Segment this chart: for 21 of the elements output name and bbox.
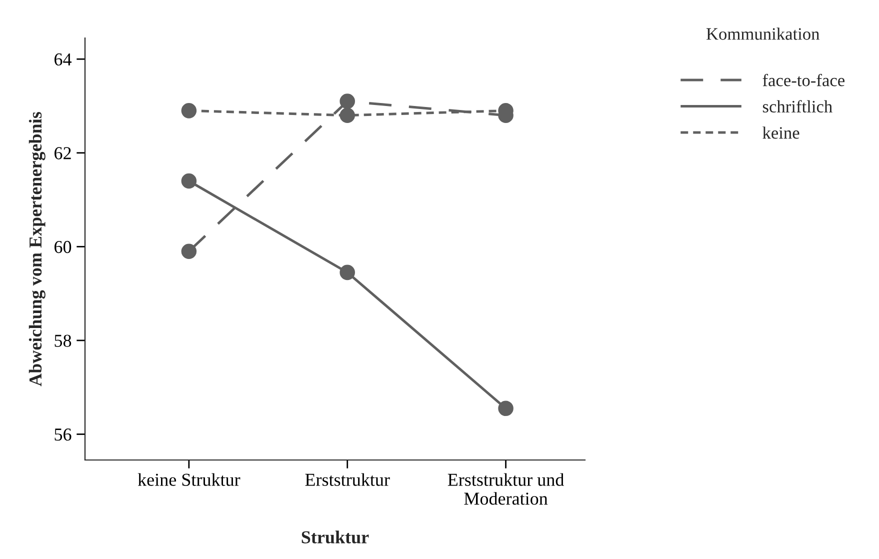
legend-title: Kommunikation	[706, 28, 820, 40]
y-axis-title: Abweichung vom Expertenergebnis	[28, 112, 46, 386]
point	[340, 94, 355, 109]
legend-label: keine	[762, 126, 800, 139]
point	[340, 108, 355, 124]
legend-label: schriftlich	[762, 100, 832, 113]
point	[340, 264, 355, 280]
point	[498, 400, 514, 416]
point	[181, 103, 197, 118]
legend-label: face-to-face	[762, 74, 844, 86]
y-tick-label: 58	[54, 334, 72, 347]
y-tick-label: 64	[54, 53, 72, 66]
x-tick-label: keine Struktur	[138, 473, 240, 486]
y-tick-label: 62	[54, 147, 71, 160]
point	[181, 173, 197, 189]
x-axis-title: Struktur	[302, 530, 369, 544]
point	[181, 244, 197, 259]
x-tick-label: Erststruktur	[305, 473, 390, 486]
y-tick-label: 56	[54, 428, 72, 441]
x-tick-label: Erststruktur und Moderation	[448, 473, 564, 505]
y-tick-label: 60	[54, 240, 72, 254]
